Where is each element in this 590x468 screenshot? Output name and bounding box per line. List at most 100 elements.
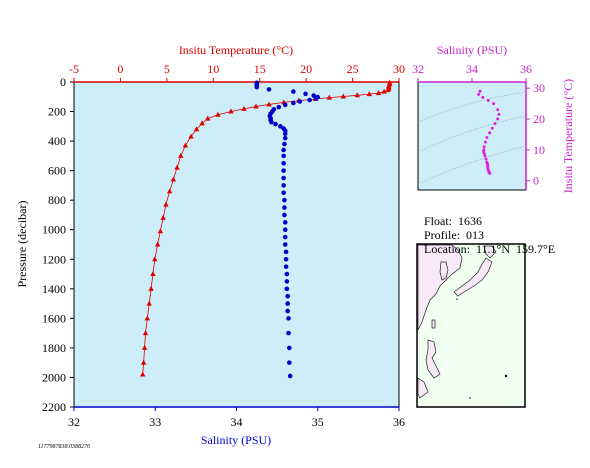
temperature-point <box>144 315 151 321</box>
pressure-tick-label: 1000 <box>42 223 66 237</box>
map-land-japan-north <box>483 245 497 259</box>
salinity-point <box>283 256 289 262</box>
salinity-tick-label: 36 <box>393 415 405 429</box>
salinity-point <box>282 141 287 147</box>
ts-point <box>490 126 494 130</box>
map-island <box>456 298 458 300</box>
pressure-tick-label: 2200 <box>42 400 66 414</box>
temperature-point <box>354 92 360 98</box>
temperature-point <box>140 359 147 365</box>
salinity-point <box>285 293 290 299</box>
map-land-philippines <box>425 339 441 379</box>
ts-point <box>482 152 486 156</box>
ts-point <box>484 157 488 161</box>
salinity-point <box>281 168 286 173</box>
salinity-point <box>313 96 319 101</box>
salinity-point <box>273 121 278 127</box>
temperature-tick-label: 20 <box>300 62 312 76</box>
ts-point <box>484 140 487 144</box>
temperature-point <box>148 285 154 291</box>
temperature-point <box>174 164 180 170</box>
temperature-tick-label: 30 <box>393 62 405 76</box>
salinity-point <box>283 264 289 269</box>
pressure-tick-label: 800 <box>48 193 66 207</box>
density-contour <box>417 91 527 123</box>
float-info: Float: 1636 <box>418 199 482 229</box>
salinity-point <box>282 242 288 247</box>
salinity-point <box>303 91 308 97</box>
temperature-point <box>193 126 200 132</box>
pressure-tick-label: 400 <box>48 134 66 148</box>
temperature-point <box>141 344 148 350</box>
salinity-point <box>282 102 288 108</box>
ts-point <box>493 122 497 126</box>
salinity-point <box>282 131 288 137</box>
map-land-japan-main <box>453 257 493 297</box>
ts-temperature-tick-label: 20 <box>533 112 545 126</box>
map-island <box>469 397 471 399</box>
ts-axis-ticks: 32 34 36 0 10 20 30 <box>412 62 545 188</box>
temperature-point <box>166 188 173 194</box>
salinity-point <box>284 271 290 277</box>
profile-info: Profile: 013 <box>418 213 484 243</box>
salinity-tick-label: 34 <box>231 415 243 429</box>
ts-point <box>478 89 482 93</box>
pressure-tick-label: 200 <box>48 105 66 119</box>
salinity-point <box>287 373 293 379</box>
temperature-point <box>154 241 161 247</box>
ts-point <box>483 154 487 158</box>
map-land-asia <box>417 244 463 331</box>
salinity-point <box>291 100 296 106</box>
ts-salinity-tick-label: 32 <box>412 62 424 76</box>
salinity-point <box>281 183 286 188</box>
pressure-axis-title: Pressure (decibar) <box>15 201 29 288</box>
pressure-tick-label: 2000 <box>42 370 66 384</box>
salinity-point <box>291 89 296 94</box>
salinity-point <box>282 135 288 141</box>
float-label: Float: <box>424 214 453 228</box>
density-contour <box>417 115 527 153</box>
pressure-tick-label: 1800 <box>42 341 66 355</box>
temperature-point <box>375 90 382 96</box>
temperature-tick-label: -5 <box>69 62 79 76</box>
salinity-point <box>286 316 291 321</box>
salinity-tick-label: 33 <box>149 415 161 429</box>
temperature-point <box>188 133 194 139</box>
salinity-series <box>254 80 321 379</box>
salinity-point <box>282 197 287 203</box>
temperature-point <box>163 201 169 207</box>
temperature-point <box>150 271 156 277</box>
temperature-point <box>205 115 211 121</box>
temperature-point <box>241 105 247 111</box>
salinity-point <box>281 160 286 166</box>
temperature-point <box>228 108 234 114</box>
temperature-point <box>266 101 272 107</box>
ts-point <box>488 171 492 175</box>
temperature-point <box>178 152 184 158</box>
salinity-point <box>287 360 292 365</box>
temperature-point <box>157 228 164 234</box>
temperature-tick-label: 15 <box>254 62 266 76</box>
salinity-point <box>284 279 290 284</box>
profile-axis-ticks: 0200400600800100012001400160018002000220… <box>42 62 405 429</box>
salinity-point <box>254 84 260 90</box>
temperature-tick-label: 0 <box>117 62 123 76</box>
temperature-tick-label: 10 <box>207 62 219 76</box>
pressure-tick-label: 1200 <box>42 252 66 266</box>
ts-point <box>482 145 486 149</box>
salinity-point <box>285 308 290 314</box>
pressure-tick-label: 1600 <box>42 311 66 325</box>
temperature-tick-label: 5 <box>164 62 170 76</box>
salinity-point <box>282 234 288 240</box>
salinity-point <box>281 147 286 153</box>
ts-point <box>497 112 501 116</box>
float-value: 1636 <box>458 214 483 228</box>
ts-point <box>488 131 492 135</box>
ts-salinity-tick-label: 36 <box>520 62 532 76</box>
pressure-tick-label: 0 <box>60 75 66 89</box>
profile-value: 013 <box>466 228 484 242</box>
salinity-point <box>278 124 283 129</box>
salinity-point <box>266 87 272 92</box>
ts-temperature-tick-label: 30 <box>533 81 545 95</box>
